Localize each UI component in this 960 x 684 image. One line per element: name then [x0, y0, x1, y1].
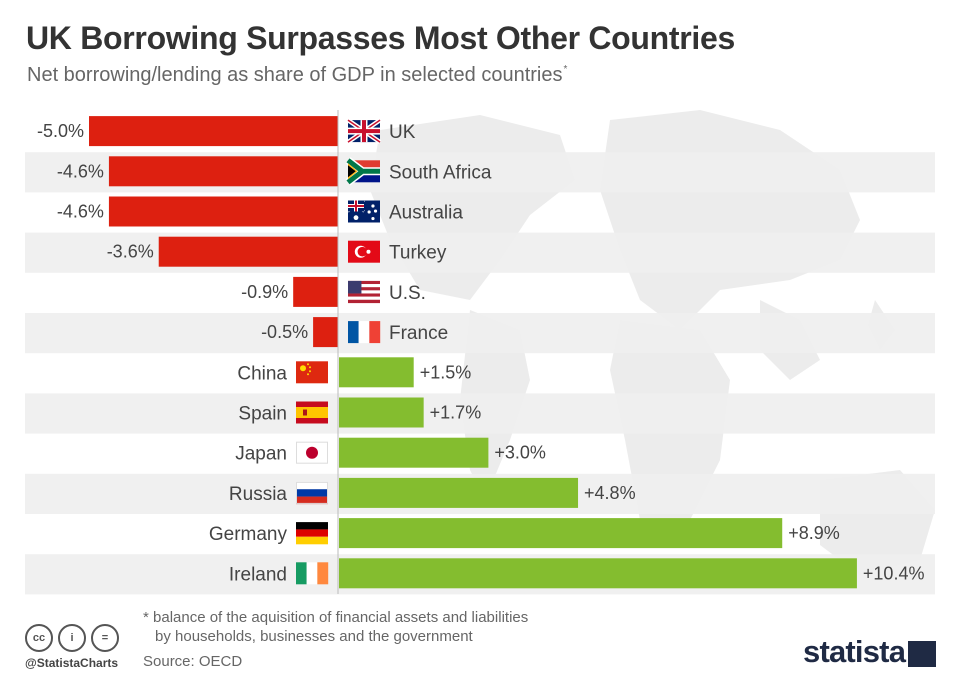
bar-turkey — [158, 236, 338, 267]
chart-subtitle: Net borrowing/lending as share of GDP in… — [27, 64, 567, 87]
category-label: Russia — [229, 484, 288, 505]
by-icon[interactable]: i — [58, 624, 86, 652]
footnote-line-2: by households, businesses and the govern… — [155, 628, 473, 645]
chart-title: UK Borrowing Surpasses Most Other Countr… — [26, 20, 735, 56]
value-label: -0.5% — [261, 322, 308, 342]
bar-ireland — [339, 558, 857, 589]
source-note: Source: OECD — [143, 653, 243, 670]
value-labels: -5.0%-4.6%-4.6%-3.6%-0.9%-0.5%+1.5%+1.7%… — [37, 121, 925, 583]
bar-china — [339, 357, 414, 388]
footnote: * balance of the aquisition of financial… — [143, 608, 528, 646]
bar-us — [293, 276, 338, 307]
value-label: +1.5% — [420, 362, 472, 382]
statista-logo-icon — [908, 641, 936, 667]
license-icons[interactable]: cc i = — [25, 624, 121, 652]
germany-flag-icon — [296, 522, 328, 545]
subtitle-text: Net borrowing/lending as share of GDP in… — [27, 64, 563, 86]
value-label: -5.0% — [37, 121, 84, 141]
bar-germany — [339, 518, 783, 549]
category-label: UK — [389, 122, 416, 143]
spain-flag-icon — [296, 401, 328, 424]
value-label: +10.4% — [863, 563, 925, 583]
france-flag-icon — [348, 321, 381, 344]
category-label: South Africa — [389, 162, 492, 183]
bar-japan — [339, 437, 489, 468]
china-flag-icon — [296, 361, 328, 384]
bar-spain — [339, 397, 424, 428]
bar-france — [313, 317, 338, 348]
row-band — [25, 393, 935, 434]
value-label: +3.0% — [494, 443, 546, 463]
value-label: +1.7% — [430, 403, 482, 423]
russia-flag-icon — [296, 481, 328, 505]
value-label: +4.8% — [584, 483, 636, 503]
bar-russia — [339, 477, 579, 508]
japan-flag-icon — [296, 441, 328, 464]
us-flag-icon — [348, 280, 380, 304]
turkey-flag-icon — [348, 240, 380, 263]
category-label: Germany — [209, 524, 288, 545]
value-label: -0.9% — [241, 282, 288, 302]
australia-flag-icon — [347, 199, 380, 223]
bar-south-africa — [108, 156, 338, 187]
cc-icon[interactable]: cc — [25, 624, 53, 652]
south-africa-flag-icon — [345, 157, 380, 186]
category-labels: UK South Africa Australia Turkey U.S. France C… — [209, 122, 492, 585]
value-label: +8.9% — [788, 523, 840, 543]
nd-icon[interactable]: = — [91, 624, 119, 652]
footnote-line-1: * balance of the aquisition of financial… — [143, 609, 529, 626]
uk-flag-icon — [346, 118, 382, 144]
category-label: U.S. — [389, 283, 426, 304]
bar-australia — [108, 196, 338, 227]
category-label: France — [389, 323, 448, 344]
value-label: -3.6% — [107, 242, 154, 262]
value-label: -4.6% — [57, 202, 104, 222]
flag-icons — [296, 118, 382, 585]
ireland-flag-icon — [296, 562, 329, 585]
category-label: Ireland — [229, 564, 287, 585]
category-label: Spain — [238, 404, 287, 425]
category-label: Japan — [235, 444, 287, 465]
category-label: Turkey — [389, 243, 447, 264]
subtitle-footnote-marker: * — [563, 64, 568, 75]
category-label: Australia — [389, 203, 463, 224]
statista-handle[interactable]: @StatistaCharts — [25, 656, 119, 670]
value-label: -4.6% — [57, 161, 104, 181]
bars — [89, 116, 857, 589]
bar-uk — [89, 116, 338, 147]
category-label: China — [237, 363, 287, 384]
statista-wordmark: statista — [803, 634, 906, 669]
row-band — [25, 313, 935, 354]
